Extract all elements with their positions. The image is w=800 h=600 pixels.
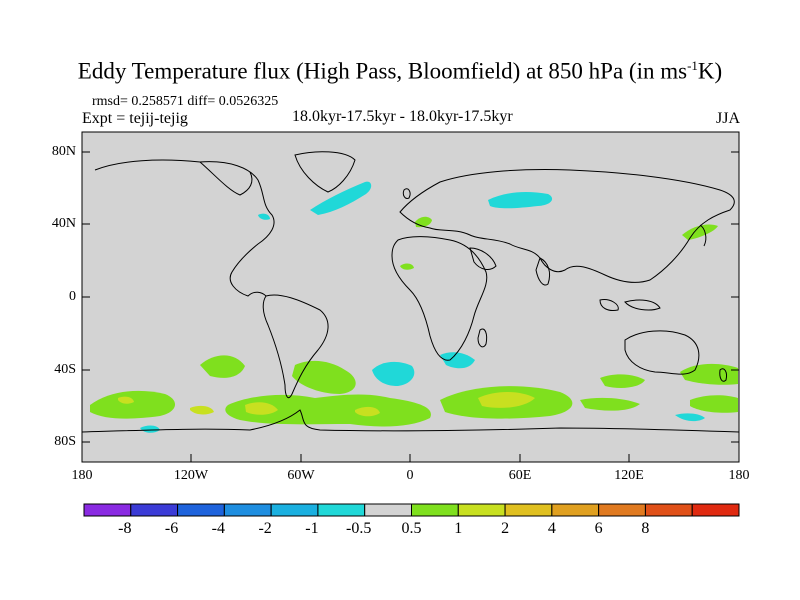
axis-ticks <box>81 151 740 462</box>
colorbar-swatch-3 <box>223 503 272 517</box>
patch-siberia <box>488 192 553 209</box>
stats-line: rmsd= 0.258571 diff= 0.0526325 <box>92 94 279 109</box>
patch-n-atlantic <box>310 181 372 215</box>
period-label: 18.0kyr-17.5kyr - 18.0kyr-17.5kyr <box>292 108 513 125</box>
season-label: JJA <box>716 110 741 127</box>
coastlines <box>81 151 740 433</box>
lat-label-80s: 80S <box>54 434 76 449</box>
colorbar-label: 2 <box>501 520 510 537</box>
lat-label-40s: 40S <box>54 362 76 377</box>
colorbar-swatch-0 <box>83 503 132 517</box>
colorbar-label: -0.5 <box>346 520 372 537</box>
colorbar-label: 4 <box>547 520 556 537</box>
lat-label-0: 0 <box>69 289 76 304</box>
colorbar-label: 6 <box>594 520 603 537</box>
colorbar-swatch-1 <box>130 503 179 517</box>
colorbar <box>83 503 740 517</box>
colorbar-swatch-12 <box>644 503 693 517</box>
lon-label-60w: 60W <box>287 468 315 483</box>
lon-label-60e: 60E <box>508 468 532 483</box>
colorbar-label: -4 <box>211 520 225 537</box>
colorbar-swatch-6 <box>364 503 413 517</box>
colorbar-label: 0.5 <box>401 520 422 537</box>
plot-title: Eddy Temperature flux (High Pass, Bloomf… <box>77 58 723 84</box>
patch-southern-ocean-central <box>225 394 431 427</box>
lon-label-0: 0 <box>406 468 414 483</box>
lat-label-80n: 80N <box>51 144 76 159</box>
patch-s-atlantic <box>372 361 415 386</box>
colorbar-label: -8 <box>118 520 132 537</box>
colorbar-swatch-13 <box>691 503 740 517</box>
experiment-label: Expt = tejij-tejig <box>82 110 188 127</box>
colorbar-swatch-4 <box>270 503 319 517</box>
colorbar-swatch-2 <box>177 503 225 517</box>
colorbar-label: -2 <box>258 520 272 537</box>
colorbar-swatch-7 <box>411 503 459 517</box>
colorbar-label: 1 <box>454 520 463 537</box>
colorbar-label: 8 <box>641 520 650 537</box>
colorbar-swatch-8 <box>457 503 506 517</box>
patch-southern-ocean-west <box>90 390 176 419</box>
anomaly-patches <box>90 181 738 433</box>
colorbar-swatch-10 <box>551 503 600 517</box>
lon-label-180e: 180 <box>728 468 750 483</box>
colorbar-label: -1 <box>305 520 319 537</box>
colorbar-label: -6 <box>164 520 179 537</box>
lon-label-120e: 120E <box>614 468 644 483</box>
lon-label-180w: 180 <box>71 468 93 483</box>
lat-label-40n: 40N <box>51 216 76 231</box>
colorbar-swatch-5 <box>317 503 366 517</box>
colorbar-swatch-9 <box>504 503 553 517</box>
lon-label-120w: 120W <box>173 468 209 483</box>
colorbar-swatch-11 <box>598 503 646 517</box>
